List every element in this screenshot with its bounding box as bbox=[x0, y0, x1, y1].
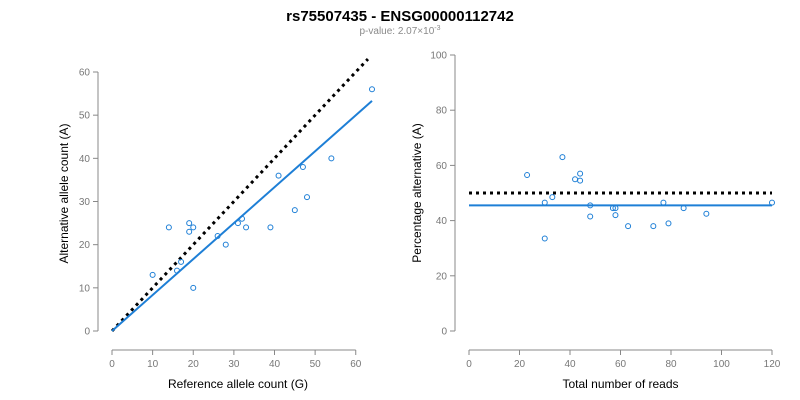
data-point bbox=[524, 172, 531, 179]
data-point bbox=[239, 215, 245, 222]
data-point bbox=[609, 205, 616, 212]
y-tick-label: 0 bbox=[84, 327, 90, 338]
data-point bbox=[165, 224, 172, 231]
x-tick-label: 40 bbox=[269, 359, 281, 370]
data-point bbox=[304, 194, 310, 201]
y-tick-label: 10 bbox=[79, 283, 91, 294]
x-tick-label: 80 bbox=[665, 359, 677, 370]
y-tick-label: 60 bbox=[79, 68, 91, 79]
x-tick-label: 20 bbox=[514, 359, 526, 370]
y-tick-label: 20 bbox=[436, 271, 448, 282]
data-point bbox=[541, 199, 548, 206]
data-point bbox=[587, 202, 594, 209]
data-point bbox=[577, 170, 584, 177]
data-point bbox=[612, 205, 619, 212]
data-point bbox=[275, 172, 282, 179]
x-tick-label: 60 bbox=[350, 359, 362, 370]
data-point bbox=[174, 267, 180, 274]
data-point bbox=[703, 210, 710, 217]
y-axis-label: Percentage alternative (A) bbox=[410, 123, 424, 262]
y-tick-label: 0 bbox=[441, 327, 447, 338]
data-point bbox=[186, 228, 193, 235]
x-axis-label: Reference allele count (G) bbox=[168, 377, 308, 391]
reference-line bbox=[110, 58, 370, 333]
allele-count-scatter-panel: 0 10 20 30 40 50 60 0 10 20 30 40 50 60 Reference alle… bbox=[57, 58, 375, 391]
data-point bbox=[186, 220, 193, 227]
percentage-scatter-panel: 0 20 40 60 80 100 120 0 20 40 60 80 100 Total number … bbox=[410, 51, 781, 392]
data-point bbox=[328, 155, 335, 162]
data-point bbox=[369, 86, 375, 93]
x-tick-label: 100 bbox=[713, 359, 730, 370]
x-tick-label: 10 bbox=[147, 359, 159, 370]
data-point bbox=[769, 199, 775, 206]
y-tick-label: 20 bbox=[79, 240, 91, 251]
data-point bbox=[680, 205, 687, 212]
y-tick-label: 40 bbox=[436, 216, 448, 227]
data-point bbox=[178, 258, 185, 265]
data-point bbox=[267, 224, 274, 231]
data-point bbox=[587, 213, 594, 220]
data-point bbox=[190, 224, 197, 231]
x-tick-label: 0 bbox=[109, 359, 115, 370]
y-tick-label: 40 bbox=[79, 154, 91, 165]
x-tick-label: 120 bbox=[764, 359, 781, 370]
p-value-text: p-value: 2.07×10 bbox=[359, 26, 434, 37]
y-tick-label: 30 bbox=[79, 197, 91, 208]
data-point bbox=[559, 154, 566, 161]
y-tick-label: 50 bbox=[79, 111, 91, 122]
x-tick-label: 40 bbox=[564, 359, 576, 370]
x-tick-label: 20 bbox=[188, 359, 200, 370]
chart-subtitle: p-value: 2.07×10-3 bbox=[359, 25, 440, 37]
data-point bbox=[665, 220, 672, 227]
x-tick-label: 60 bbox=[615, 359, 627, 370]
data-point bbox=[214, 233, 221, 240]
y-tick-label: 100 bbox=[430, 51, 447, 62]
data-point bbox=[625, 223, 632, 230]
data-point bbox=[572, 176, 579, 183]
data-point bbox=[222, 241, 229, 248]
x-tick-label: 30 bbox=[228, 359, 240, 370]
data-point bbox=[612, 212, 619, 219]
chart-title: rs75507435 - ENSG00000112742 bbox=[286, 8, 514, 25]
data-point bbox=[577, 177, 584, 184]
data-point bbox=[660, 199, 667, 206]
data-point bbox=[549, 194, 556, 201]
data-point bbox=[650, 223, 657, 230]
data-point bbox=[243, 224, 250, 231]
y-tick-label: 80 bbox=[436, 106, 448, 117]
x-axis-label: Total number of reads bbox=[562, 377, 678, 391]
data-point bbox=[291, 207, 298, 214]
x-tick-label: 50 bbox=[310, 359, 322, 370]
data-point bbox=[149, 271, 156, 278]
data-point bbox=[541, 235, 548, 242]
y-axis-label: Alternative allele count (A) bbox=[57, 123, 71, 263]
x-tick-label: 0 bbox=[466, 359, 472, 370]
data-point bbox=[190, 284, 197, 291]
data-point bbox=[299, 163, 306, 170]
data-point bbox=[234, 220, 241, 227]
p-value-exponent: -3 bbox=[434, 25, 440, 32]
y-tick-label: 60 bbox=[436, 161, 448, 172]
